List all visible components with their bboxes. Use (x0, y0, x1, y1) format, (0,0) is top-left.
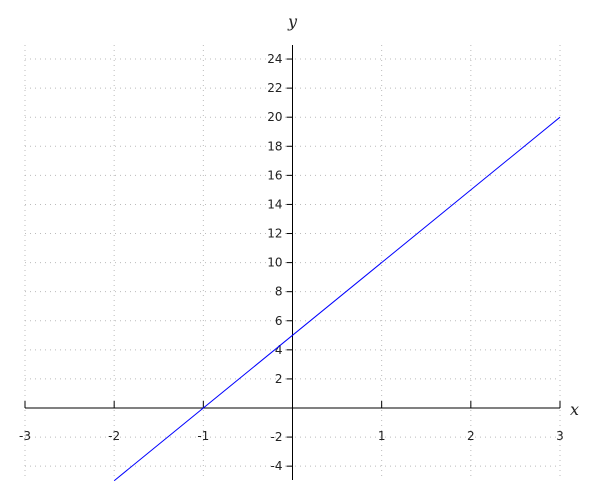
y-tick-label: 20 (267, 110, 282, 124)
y-tick-label: 4 (275, 343, 283, 357)
x-tick-label: 3 (556, 429, 564, 443)
grid (24, 45, 561, 480)
y-tick-label: 22 (267, 81, 282, 95)
y-tick-label: -2 (271, 430, 283, 444)
x-axis-label: x (570, 400, 579, 419)
y-tick-label: 10 (267, 256, 282, 270)
x-tick-label: 2 (467, 429, 475, 443)
x-tick-label: 1 (378, 429, 386, 443)
x-tick-label: -2 (108, 429, 120, 443)
x-tick-label: -1 (197, 429, 209, 443)
y-tick-label: 14 (267, 197, 282, 211)
y-tick-label: -4 (271, 459, 283, 473)
y-tick-label: 8 (275, 285, 283, 299)
y-tick-label: 6 (275, 314, 283, 328)
series (113, 116, 561, 482)
series-line (113, 116, 561, 482)
y-tick-label: 12 (267, 227, 282, 241)
y-axis-label: y (287, 12, 298, 31)
y-tick-label: 2 (275, 372, 283, 386)
y-tick-label: 18 (267, 139, 282, 153)
y-tick-label: 24 (267, 52, 282, 66)
x-tick-label: -3 (19, 429, 31, 443)
y-tick-label: 16 (267, 168, 282, 182)
